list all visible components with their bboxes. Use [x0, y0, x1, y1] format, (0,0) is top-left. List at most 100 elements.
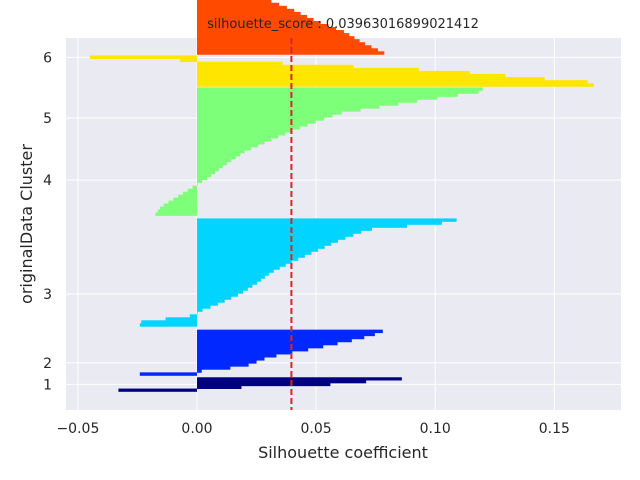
silhouette-bar [197, 120, 316, 124]
silhouette-bar [189, 314, 198, 318]
silhouette-bar [197, 80, 588, 84]
silhouette-bar [118, 388, 198, 392]
x-axis-label: Silhouette coefficient [258, 443, 428, 462]
silhouette-bar [197, 5, 287, 10]
silhouette-bar [197, 299, 225, 303]
silhouette-bar [197, 275, 265, 279]
silhouette-bar [139, 372, 198, 376]
silhouette-bar [197, 272, 269, 276]
silhouette-bar [197, 360, 257, 364]
silhouette-bar [197, 74, 506, 78]
silhouette-bar [197, 239, 338, 243]
silhouette-bar [197, 132, 286, 136]
silhouette-bar [197, 260, 292, 264]
silhouette-bar [197, 366, 231, 370]
silhouette-bar [197, 129, 293, 133]
silhouette-bar [197, 126, 300, 130]
silhouette-bar [197, 167, 220, 172]
silhouette-bar [197, 93, 458, 97]
silhouette-bar [192, 185, 198, 190]
silhouette-bar [197, 51, 385, 55]
silhouette-bar [197, 138, 272, 142]
silhouette-bar [197, 87, 483, 91]
silhouette-bar [197, 141, 265, 145]
silhouette-bar [197, 173, 212, 178]
silhouette-bar [197, 114, 333, 118]
silhouette-bar [197, 254, 305, 258]
silhouette-bar [197, 117, 325, 121]
silhouette-bar [180, 58, 198, 63]
silhouette-bar [197, 33, 350, 37]
silhouette-bar [197, 251, 312, 255]
silhouette-bar [197, 77, 545, 81]
x-tick-label: 0.05 [301, 421, 332, 437]
silhouette-bar [197, 233, 354, 237]
silhouette-bar [197, 30, 344, 34]
y-axis-label: originalData Cluster [17, 144, 36, 304]
silhouette-bar [197, 64, 354, 69]
y-tick-label: 1 [43, 377, 52, 393]
silhouette-bar [197, 347, 309, 352]
chart-title: silhouette_score : 0.03963016899021412 [207, 17, 479, 32]
x-tick-label: 0.10 [420, 421, 451, 437]
silhouette-bar [197, 385, 242, 389]
silhouette-bar [197, 335, 365, 340]
cluster-5-silhouette [89, 55, 595, 87]
silhouette-bar [197, 287, 248, 291]
silhouette-bar [197, 70, 470, 75]
silhouette-bar [197, 263, 286, 267]
silhouette-bar [197, 363, 249, 367]
y-tick-label: 4 [43, 173, 52, 189]
silhouette-bar [197, 236, 346, 240]
silhouette-bar [197, 123, 308, 127]
silhouette-bar [165, 317, 198, 321]
silhouette-bar [197, 221, 442, 225]
silhouette-bar [197, 135, 279, 139]
silhouette-bar [197, 290, 244, 294]
y-tick-label: 6 [43, 50, 52, 66]
silhouette-bar [160, 206, 198, 210]
silhouette-bar [197, 224, 407, 228]
silhouette-bar [178, 194, 198, 198]
silhouette-bar [197, 369, 202, 373]
silhouette-bar [197, 105, 380, 109]
cluster-4-silhouette [155, 87, 483, 216]
silhouette-bar [139, 323, 198, 327]
silhouette-bar [182, 191, 198, 196]
silhouette-bar [197, 269, 274, 273]
silhouette-bar [197, 344, 324, 349]
silhouette-bar [197, 161, 227, 166]
silhouette-bar [141, 320, 198, 324]
silhouette-bar [197, 155, 236, 160]
silhouette-bar [197, 39, 360, 43]
silhouette-bar [197, 227, 373, 231]
silhouette-bar [197, 48, 378, 52]
silhouette-bar [197, 351, 293, 355]
silhouette-bar [197, 338, 352, 343]
silhouette-bar [197, 354, 277, 358]
silhouette-bar [155, 212, 198, 216]
silhouette-bar [197, 17, 314, 22]
silhouette-bar [197, 102, 399, 106]
silhouette-bar [197, 329, 383, 334]
cluster-bars [89, 0, 595, 392]
silhouette-bar [197, 248, 319, 252]
silhouette-bar [187, 188, 198, 193]
silhouette-bar [197, 257, 299, 261]
silhouette-bar [197, 230, 362, 234]
y-tick-label: 2 [43, 356, 52, 372]
silhouette-bar [197, 296, 232, 300]
silhouette-bar [197, 8, 295, 13]
silhouette-bar [197, 218, 457, 222]
silhouette-bar [197, 179, 203, 184]
silhouette-bar [197, 2, 280, 7]
silhouette-bar [197, 341, 338, 346]
silhouette-bar [197, 308, 203, 312]
silhouette-bar [197, 377, 402, 381]
silhouette-bar [197, 302, 219, 306]
silhouette-bar [168, 200, 198, 204]
silhouette-bar [197, 170, 216, 175]
silhouette-bar [197, 242, 332, 246]
x-tick-labels: −0.05 0.00 0.05 0.10 0.15 [56, 421, 569, 437]
